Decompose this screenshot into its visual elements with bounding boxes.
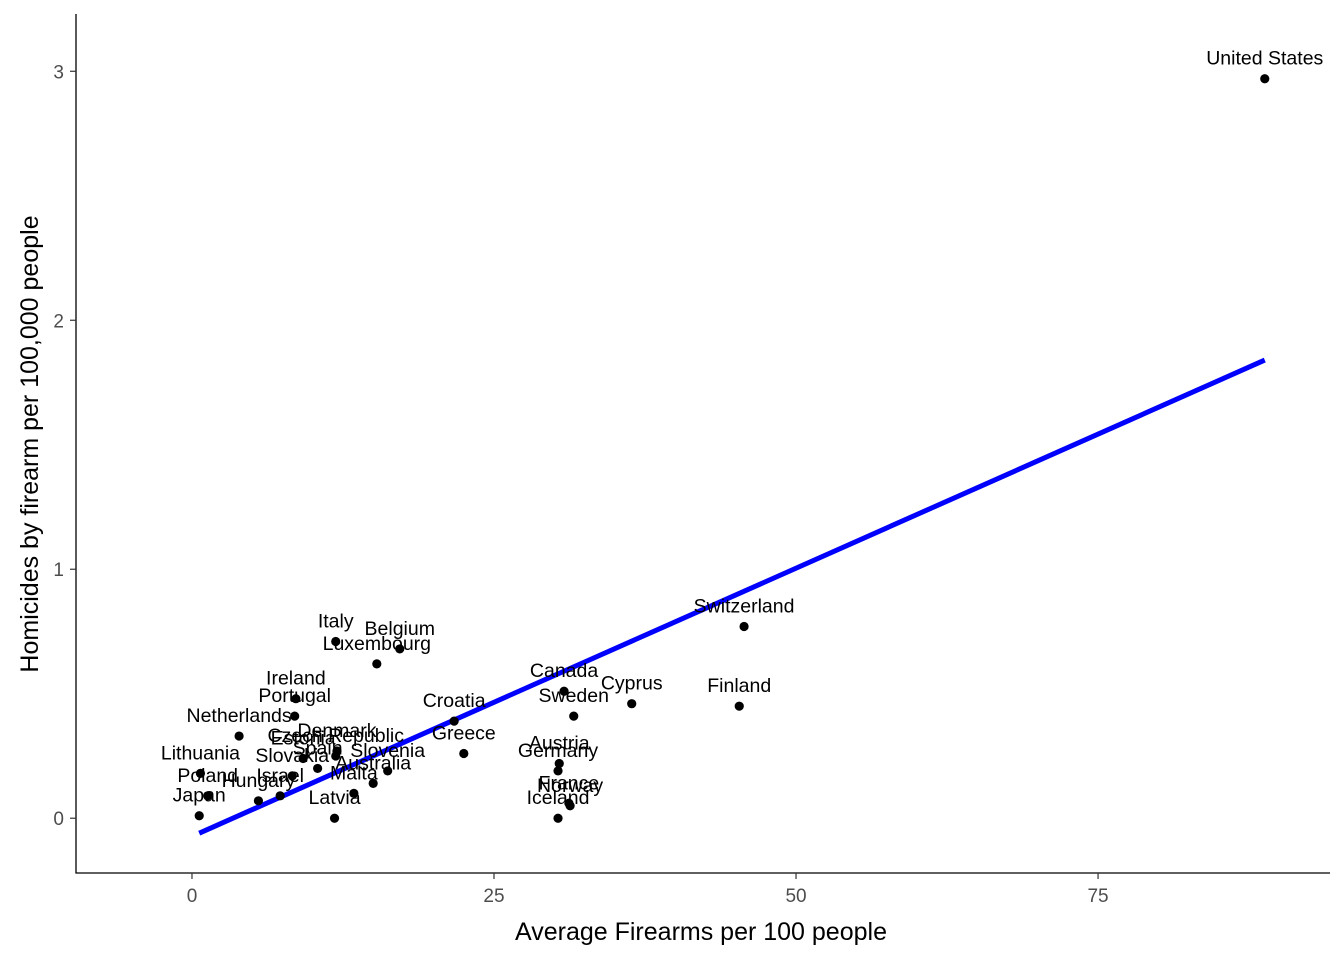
- data-point: [313, 763, 323, 774]
- data-point: [734, 701, 744, 711]
- data-point: [459, 748, 469, 759]
- point-label: Slovakia: [255, 745, 329, 767]
- point-label: Australia: [335, 752, 411, 774]
- point-label: Lithuania: [161, 742, 240, 764]
- data-point: [291, 694, 301, 704]
- data-point: [569, 711, 579, 721]
- data-point: [275, 791, 285, 801]
- y-tick-label: 3: [53, 62, 64, 83]
- x-tick-label: 0: [187, 886, 198, 907]
- point-label: Estonia: [271, 727, 336, 749]
- data-point: [564, 798, 574, 808]
- point-label: Sweden: [538, 685, 608, 707]
- data-point: [1260, 74, 1270, 84]
- data-point: [287, 771, 297, 781]
- data-point: [395, 644, 405, 654]
- data-point: [331, 636, 341, 647]
- trend-line: [198, 357, 1266, 836]
- x-tick-label: 75: [1087, 886, 1108, 907]
- data-point: [331, 751, 341, 761]
- point-label: Japan: [173, 785, 226, 807]
- data-point: [195, 768, 206, 779]
- data-point: [554, 758, 564, 769]
- data-point: [739, 621, 749, 632]
- data-point: [203, 791, 213, 801]
- point-label: Denmark: [297, 720, 376, 742]
- data-point: [553, 813, 563, 823]
- data-point: [449, 716, 459, 726]
- point-label: France: [539, 772, 600, 794]
- x-tick-label: 25: [483, 886, 504, 907]
- data-point: [194, 811, 204, 821]
- data-point: [368, 778, 378, 788]
- x-tick-label: 50: [785, 886, 806, 907]
- point-label: Portugal: [258, 685, 331, 707]
- y-tick-label: 2: [53, 311, 64, 332]
- point-label: Switzerland: [694, 596, 795, 618]
- point-label: Iceland: [527, 787, 590, 809]
- point-label: Austria: [529, 732, 590, 754]
- y-tick-label: 1: [53, 560, 64, 581]
- data-point: [298, 753, 308, 764]
- data-point: [329, 813, 340, 823]
- point-label: Norway: [537, 775, 603, 797]
- y-axis-title: Homicides by firearm per 100,000 people: [16, 215, 44, 672]
- point-label: Czech Republic: [267, 725, 404, 747]
- data-point: [553, 766, 563, 776]
- data-point: [372, 659, 382, 669]
- point-label: Germany: [518, 740, 598, 762]
- point-label: Ireland: [266, 668, 326, 690]
- point-label: Croatia: [423, 690, 486, 712]
- point-label: Hungary: [222, 770, 296, 792]
- point-label: Malta: [330, 762, 378, 784]
- point-label: Slovenia: [350, 740, 425, 762]
- point-label: Latvia: [309, 787, 361, 809]
- point-label: Greece: [432, 722, 496, 744]
- data-point: [290, 711, 300, 721]
- point-label: United States: [1206, 48, 1323, 70]
- y-tick-label: 0: [53, 809, 64, 830]
- point-label: Canada: [530, 660, 598, 682]
- data-point: [234, 731, 244, 741]
- point-label: Luxembourg: [323, 633, 431, 655]
- point-label: Spain: [293, 737, 343, 759]
- point-label: Israel: [256, 765, 304, 787]
- point-label: Finland: [707, 675, 771, 697]
- point-label: Netherlands: [187, 705, 292, 727]
- data-point: [349, 788, 359, 798]
- x-axis-title: Average Firearms per 100 people: [515, 918, 887, 946]
- data-point: [627, 699, 637, 709]
- point-label: Cyprus: [601, 673, 663, 695]
- data-point: [253, 796, 264, 806]
- data-point: [383, 766, 393, 776]
- point-label: Italy: [318, 610, 354, 632]
- data-point: [559, 686, 569, 696]
- point-label: Belgium: [365, 618, 435, 640]
- point-label: Poland: [177, 765, 238, 787]
